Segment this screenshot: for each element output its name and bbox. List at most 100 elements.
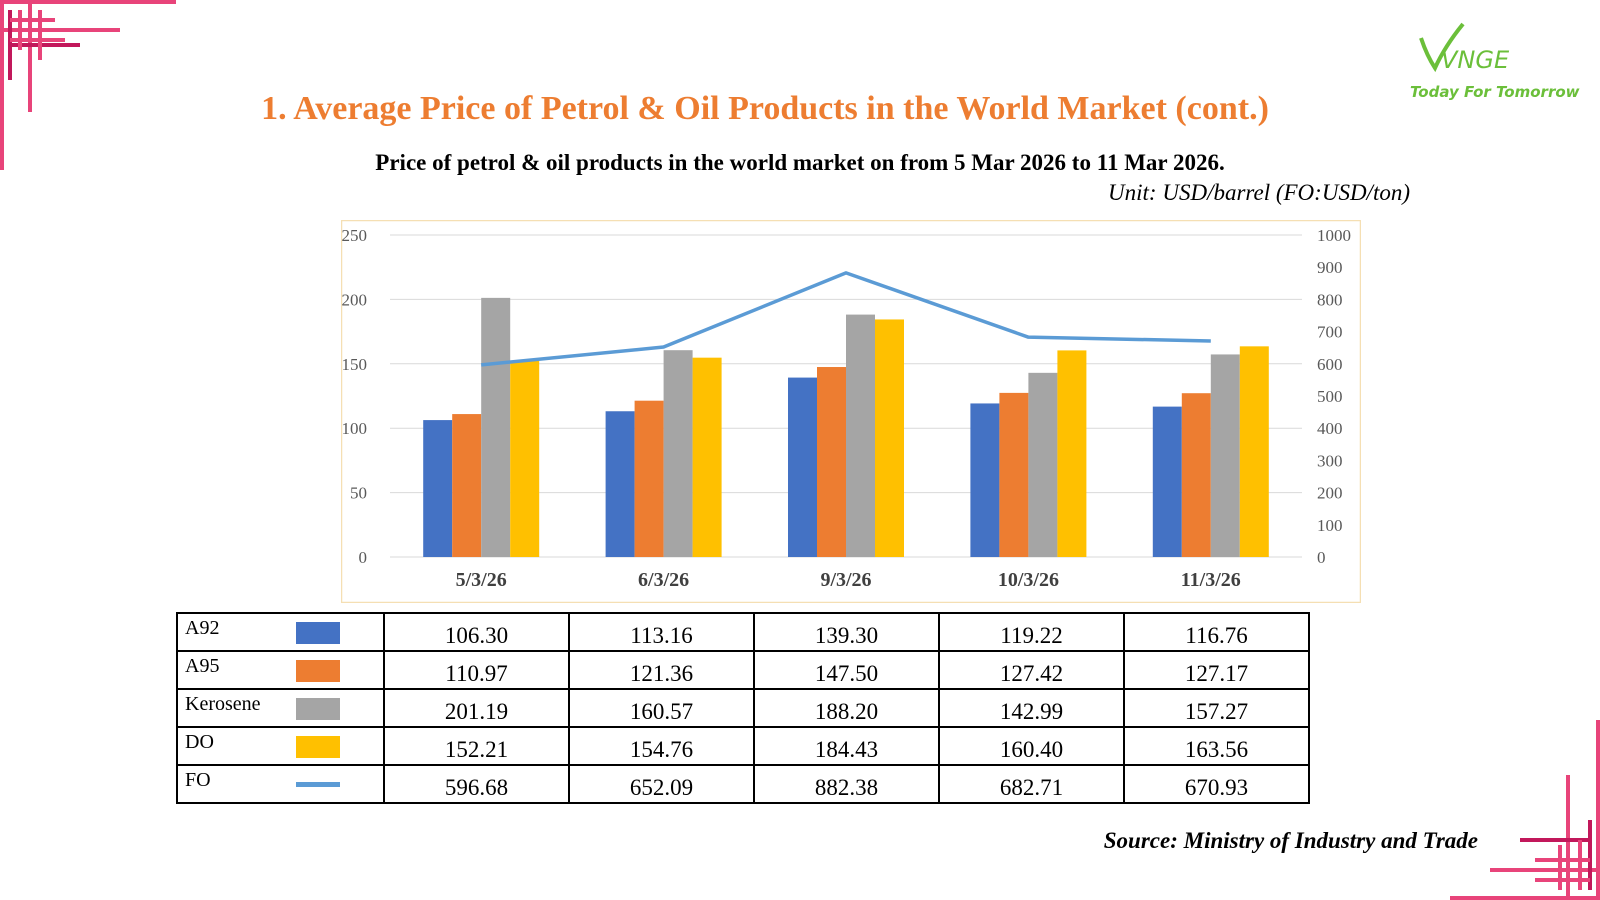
series-name: A92 xyxy=(185,617,220,639)
corner-frame-bottom-right xyxy=(1450,720,1600,900)
legend-swatch xyxy=(296,736,340,758)
table-cell: 127.17 xyxy=(1123,650,1310,690)
table-cell: 682.71 xyxy=(938,764,1125,804)
table-cell: 154.76 xyxy=(568,726,755,766)
table-cell: 142.99 xyxy=(938,688,1125,728)
bar-a92 xyxy=(1152,406,1182,557)
table-cell: 119.22 xyxy=(938,612,1125,652)
data-table: A92 106.30 113.16 139.30 119.22 116.76 A95 110.… xyxy=(176,612,1310,804)
table-cell: 163.56 xyxy=(1123,726,1310,766)
vnge-logo: VNGE xyxy=(1419,22,1510,74)
bar-do xyxy=(510,360,540,557)
table-cell: 139.30 xyxy=(753,612,940,652)
y2-tick-label: 800 xyxy=(1317,290,1343,309)
series-label-cell: FO xyxy=(176,764,385,804)
x-tick-label: 5/3/26 xyxy=(456,569,507,591)
table-cell: 188.20 xyxy=(753,688,940,728)
bar-a92 xyxy=(605,411,635,557)
table-row: FO 596.68 652.09 882.38 682.71 670.93 xyxy=(176,764,1310,804)
y2-tick-label: 500 xyxy=(1317,387,1343,406)
y-tick-label: 250 xyxy=(342,226,368,245)
series-name: DO xyxy=(185,731,214,753)
table-cell: 652.09 xyxy=(568,764,755,804)
chart-subtitle: Price of petrol & oil products in the wo… xyxy=(375,150,1225,175)
unit-note: Unit: USD/barrel (FO:USD/ton) xyxy=(1108,180,1410,205)
table-cell: 116.76 xyxy=(1123,612,1310,652)
legend-swatch xyxy=(296,698,340,720)
series-name: A95 xyxy=(185,655,220,677)
y2-tick-label: 400 xyxy=(1317,419,1343,438)
left-axis-ticks: 0 50 100 150 200 250 xyxy=(342,226,368,567)
bar-a95 xyxy=(817,367,846,557)
legend-swatch xyxy=(296,782,340,787)
corner-frame-top-left xyxy=(0,0,176,170)
bar-a95 xyxy=(999,392,1029,557)
bar-kerosene xyxy=(663,350,693,557)
y2-tick-label: 600 xyxy=(1317,355,1343,374)
y-tick-label: 200 xyxy=(342,290,368,309)
x-tick-label: 6/3/26 xyxy=(638,569,689,591)
bar-kerosene xyxy=(1210,354,1240,557)
fo-line xyxy=(481,271,1211,367)
y-tick-label: 150 xyxy=(342,355,368,374)
bar-a92 xyxy=(788,377,817,557)
x-tick-label: 10/3/26 xyxy=(998,569,1059,591)
bar-a92 xyxy=(970,403,1000,557)
table-row: A95 110.97 121.36 147.50 127.42 127.17 xyxy=(176,650,1310,690)
table-cell: 110.97 xyxy=(383,650,570,690)
y2-tick-label: 900 xyxy=(1317,258,1343,277)
table-cell: 596.68 xyxy=(383,764,570,804)
x-tick-label: 9/3/26 xyxy=(820,569,871,591)
y2-tick-label: 100 xyxy=(1317,516,1343,535)
y2-tick-label: 200 xyxy=(1317,484,1343,503)
bar-do xyxy=(875,319,904,557)
table-row: Kerosene 201.19 160.57 188.20 142.99 157.27 xyxy=(176,688,1310,728)
table-cell: 113.16 xyxy=(568,612,755,652)
logo-text: VNGE xyxy=(1441,46,1510,74)
bar-do xyxy=(1239,346,1269,557)
fo-line-series xyxy=(481,271,1211,367)
price-chart: 0 50 100 150 200 250 0 100 200 300 400 500 600 700 80… xyxy=(341,220,1361,603)
series-name: Kerosene xyxy=(185,693,261,715)
y2-tick-label: 1000 xyxy=(1317,226,1351,245)
bar-kerosene xyxy=(1028,372,1058,557)
y2-tick-label: 0 xyxy=(1317,548,1326,567)
legend-swatch xyxy=(296,660,340,682)
table-cell: 160.40 xyxy=(938,726,1125,766)
source-note: Source: Ministry of Industry and Trade xyxy=(1103,828,1478,853)
logo-tagline: Today For Tomorrow xyxy=(1410,83,1580,101)
table-row: DO 152.21 154.76 184.43 160.40 163.56 xyxy=(176,726,1310,766)
y-tick-label: 100 xyxy=(342,419,368,438)
y2-tick-label: 700 xyxy=(1317,323,1343,342)
table-cell: 157.27 xyxy=(1123,688,1310,728)
table-cell: 184.43 xyxy=(753,726,940,766)
series-name: FO xyxy=(185,769,211,791)
table-cell: 152.21 xyxy=(383,726,570,766)
table-cell: 106.30 xyxy=(383,612,570,652)
table-cell: 127.42 xyxy=(938,650,1125,690)
bar-a95 xyxy=(1181,393,1211,557)
bar-do xyxy=(1057,350,1087,557)
table-cell: 201.19 xyxy=(383,688,570,728)
y-tick-label: 50 xyxy=(350,484,367,503)
y2-tick-label: 300 xyxy=(1317,451,1343,470)
bar-do xyxy=(692,357,722,557)
bar-a92 xyxy=(423,420,453,557)
table-cell: 147.50 xyxy=(753,650,940,690)
right-axis-ticks: 0 100 200 300 400 500 600 700 800 900 1000 xyxy=(1317,226,1351,567)
bar-kerosene xyxy=(481,297,511,557)
series-label-cell: DO xyxy=(176,726,385,766)
table-cell: 121.36 xyxy=(568,650,755,690)
table-row: A92 106.30 113.16 139.30 119.22 116.76 xyxy=(176,612,1310,652)
bar-series xyxy=(423,297,1269,557)
table-cell: 882.38 xyxy=(753,764,940,804)
y-tick-label: 0 xyxy=(359,548,368,567)
table-cell: 160.57 xyxy=(568,688,755,728)
series-label-cell: A92 xyxy=(176,612,385,652)
table-cell: 670.93 xyxy=(1123,764,1310,804)
series-label-cell: Kerosene xyxy=(176,688,385,728)
page-title: 1. Average Price of Petrol & Oil Product… xyxy=(261,90,1269,127)
x-tick-label: 11/3/26 xyxy=(1181,569,1241,591)
bar-kerosene xyxy=(846,314,875,557)
legend-swatch xyxy=(296,622,340,644)
